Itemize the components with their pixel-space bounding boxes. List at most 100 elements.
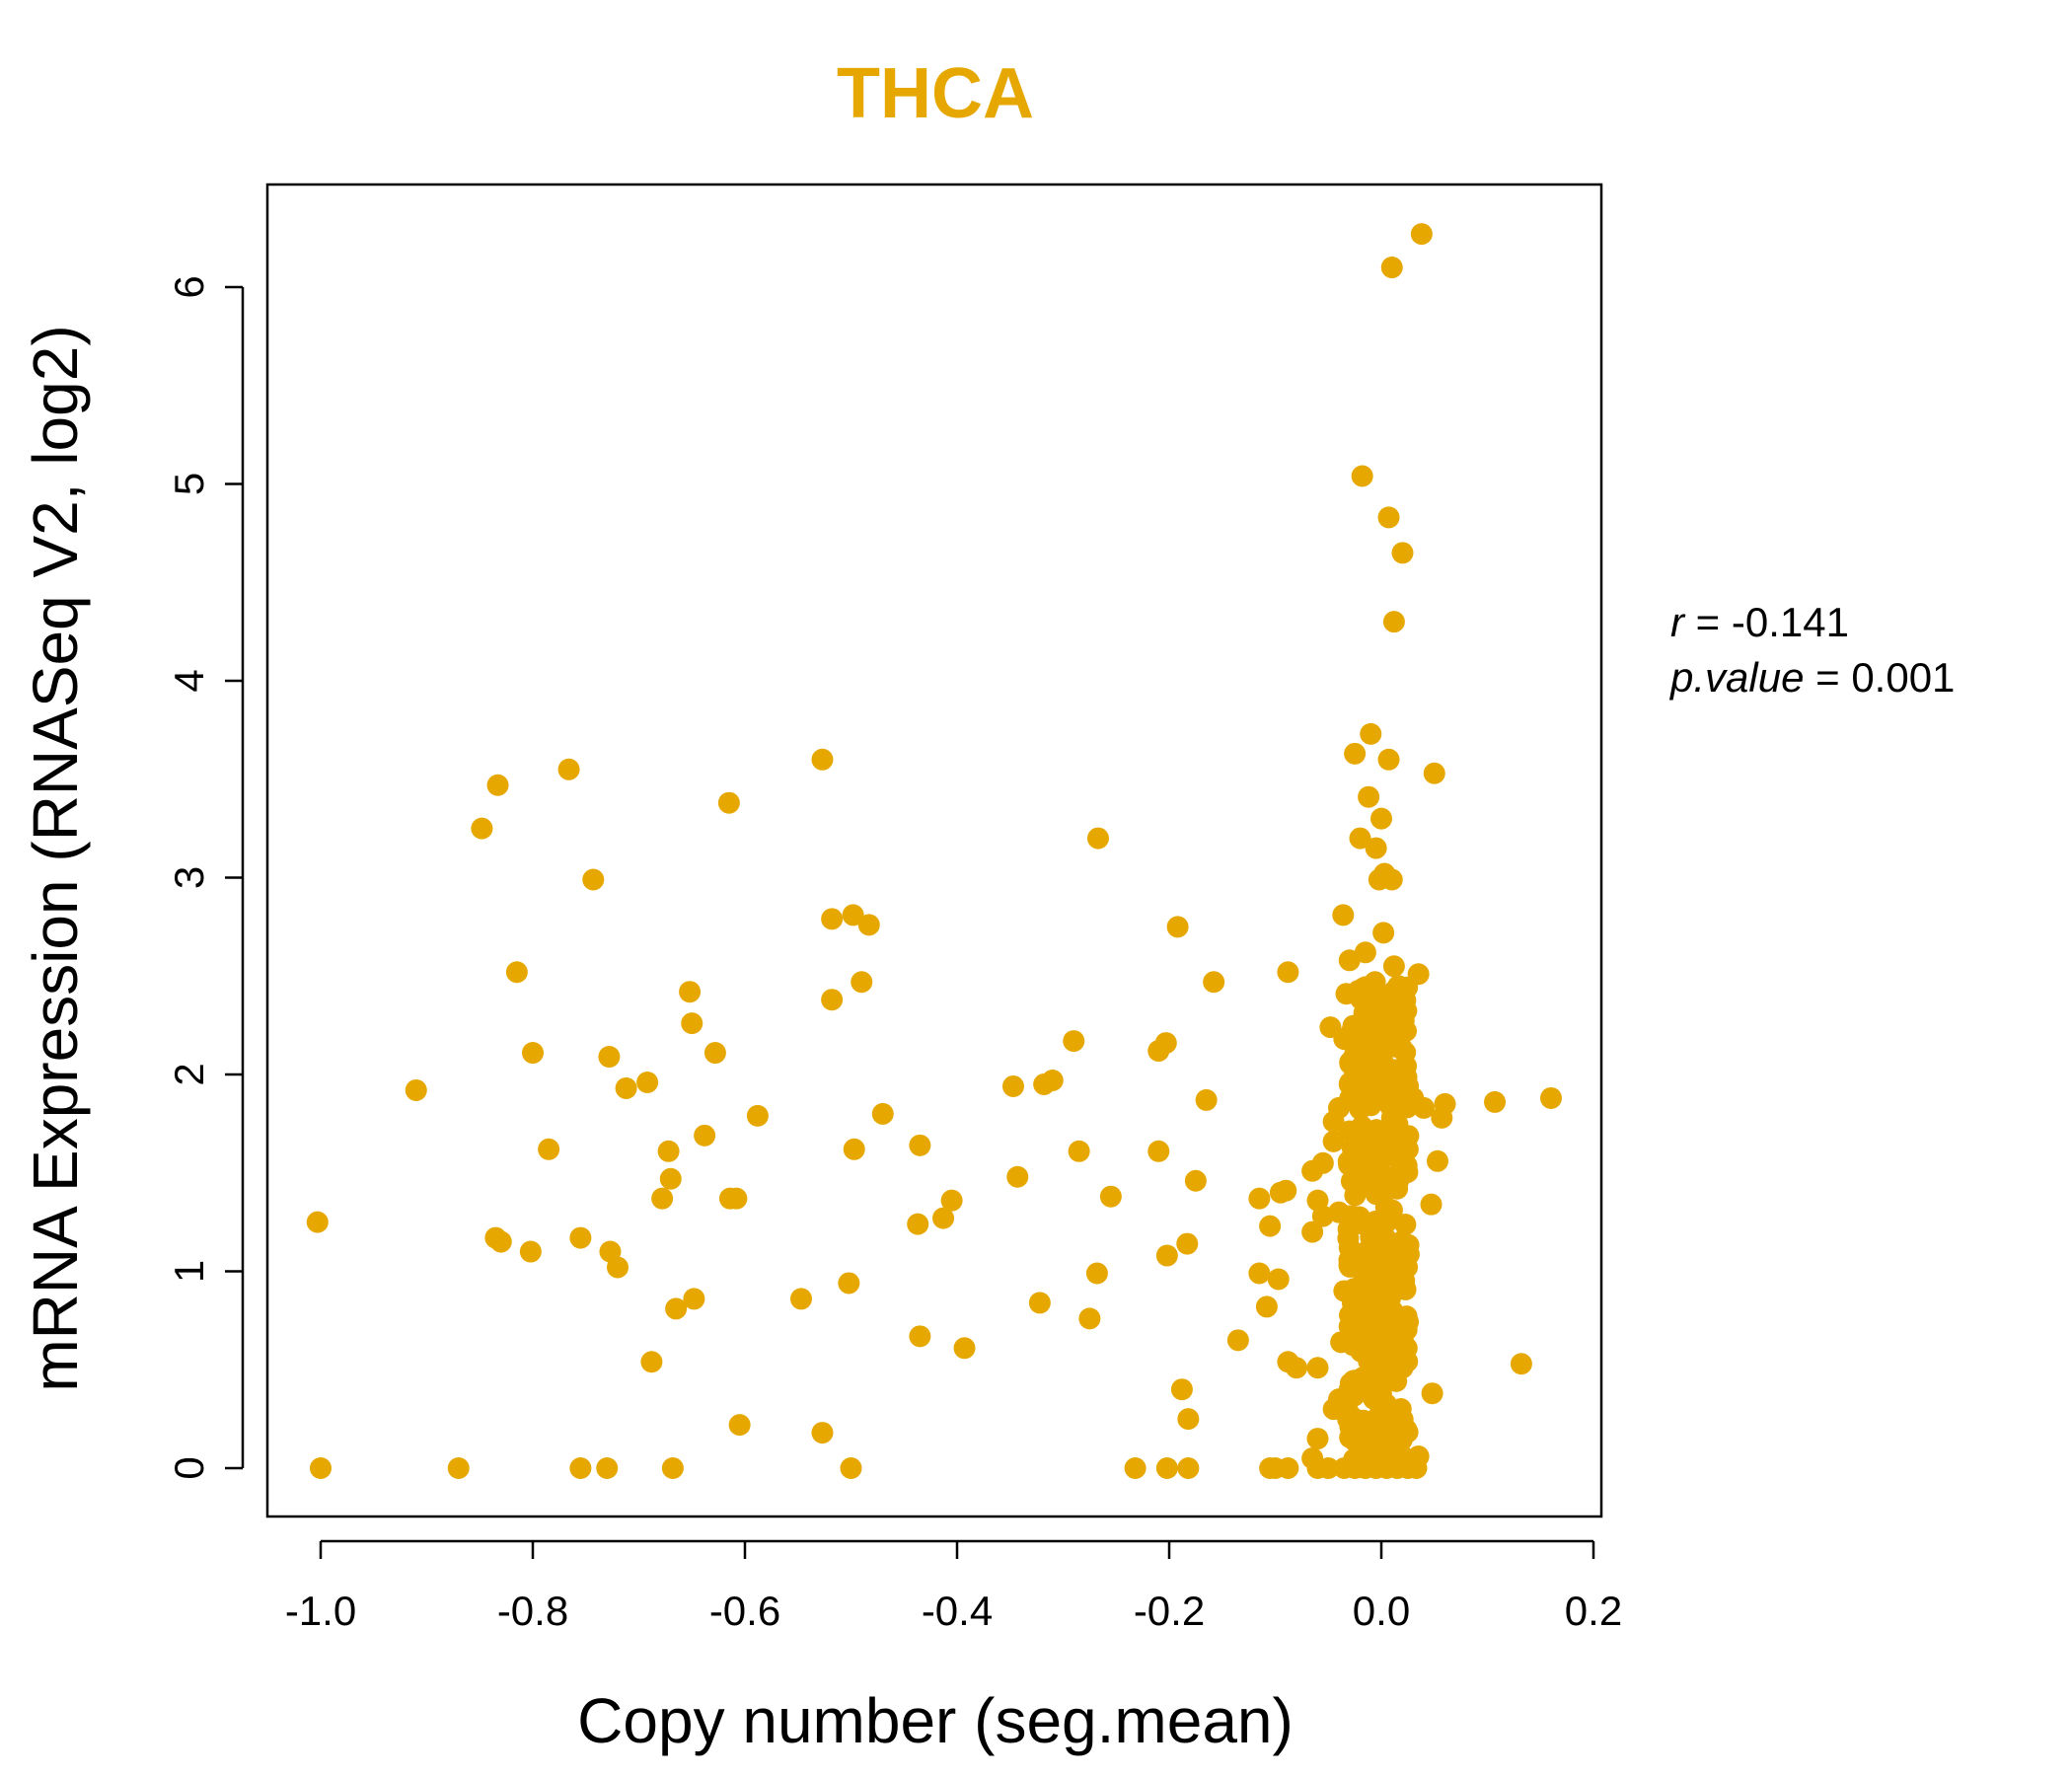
- y-axis: 0 1 2 3 4 5 6: [166, 275, 245, 1480]
- data-point: [1355, 976, 1377, 999]
- data-point: [909, 1325, 931, 1348]
- data-point: [489, 1230, 512, 1253]
- data-point: [596, 1457, 619, 1479]
- x-tick-label: 0.2: [1565, 1588, 1622, 1634]
- data-point: [1322, 1130, 1345, 1152]
- data-point: [1306, 1357, 1329, 1379]
- data-point: [1386, 1413, 1409, 1436]
- data-point: [557, 758, 580, 780]
- data-point: [940, 1189, 963, 1212]
- data-point: [1078, 1307, 1101, 1330]
- data-point: [1380, 1315, 1403, 1338]
- data-point: [1394, 1214, 1417, 1236]
- data-point: [1366, 1170, 1388, 1193]
- data-point: [569, 1226, 592, 1249]
- data-point: [1374, 1437, 1397, 1459]
- data-point: [840, 1457, 862, 1479]
- data-point: [1255, 1295, 1278, 1318]
- data-point: [871, 1102, 894, 1125]
- data-point: [1350, 1340, 1372, 1363]
- data-point: [1154, 1032, 1177, 1055]
- data-point: [1338, 949, 1361, 972]
- data-point: [1382, 980, 1405, 1002]
- data-point: [1351, 1305, 1373, 1328]
- data-point: [1369, 1051, 1392, 1073]
- data-point: [953, 1337, 976, 1360]
- data-point: [598, 1046, 621, 1069]
- data-point: [857, 914, 880, 936]
- data-point: [1147, 1140, 1170, 1162]
- y-tick-label: 0: [166, 1456, 212, 1479]
- x-axis-label: Copy number (seg.mean): [577, 1685, 1294, 1756]
- data-point: [1337, 1150, 1360, 1173]
- plot-frame: [265, 183, 1603, 1518]
- y-tick-label: 3: [166, 866, 212, 889]
- data-point: [569, 1457, 592, 1479]
- data-point: [1358, 785, 1380, 808]
- data-point: [661, 1457, 684, 1479]
- data-point: [1301, 1159, 1324, 1182]
- x-tick-label: -0.8: [497, 1588, 568, 1634]
- data-point: [1366, 994, 1388, 1016]
- data-point: [1001, 1074, 1024, 1097]
- data-point: [821, 989, 844, 1011]
- data-point: [1410, 223, 1433, 246]
- data-point: [1392, 1330, 1415, 1353]
- data-point: [1397, 1125, 1420, 1147]
- data-point: [1176, 1232, 1199, 1255]
- data-point: [306, 1211, 329, 1233]
- data-point: [679, 981, 702, 1003]
- data-point: [811, 1422, 834, 1444]
- data-point: [1086, 827, 1109, 850]
- data-point: [1155, 1457, 1178, 1479]
- y-tick-label: 5: [166, 473, 212, 495]
- data-point: [1371, 1283, 1394, 1305]
- data-point: [932, 1207, 955, 1229]
- x-axis: -1.0 -0.8 -0.6 -0.4 -0.2 0.0 0.2: [285, 1539, 1622, 1634]
- data-point: [683, 1288, 705, 1310]
- data-point: [538, 1138, 560, 1160]
- data-point: [1277, 961, 1299, 984]
- data-point: [1397, 1074, 1420, 1097]
- data-point: [1028, 1292, 1051, 1314]
- data-point: [1170, 1378, 1193, 1401]
- data-point: [665, 1297, 688, 1320]
- data-point: [1351, 1249, 1373, 1272]
- data-point: [1355, 1020, 1377, 1043]
- data-point: [1339, 1087, 1362, 1110]
- data-point: [1203, 971, 1225, 994]
- data-point: [1395, 1055, 1418, 1077]
- data-point: [1380, 1356, 1403, 1378]
- data-points: [306, 223, 1562, 1479]
- data-point: [1337, 1227, 1360, 1250]
- data-point: [522, 1042, 544, 1065]
- data-point: [1426, 1149, 1448, 1172]
- data-point: [1342, 1451, 1365, 1474]
- data-point: [1510, 1353, 1532, 1375]
- data-point: [659, 1167, 682, 1190]
- data-point: [1377, 506, 1400, 529]
- data-point: [703, 1042, 726, 1065]
- data-point: [447, 1457, 470, 1479]
- data-point: [1348, 1206, 1370, 1228]
- data-point: [1195, 1088, 1218, 1111]
- data-point: [1382, 611, 1405, 633]
- data-point: [1269, 1181, 1292, 1204]
- data-point: [1317, 1457, 1340, 1479]
- data-point: [1301, 1221, 1324, 1243]
- data-point: [1155, 1244, 1178, 1267]
- data-point: [1177, 1408, 1200, 1431]
- data-point: [1380, 1199, 1403, 1221]
- x-tick-label: 0.0: [1353, 1588, 1410, 1634]
- data-point: [1365, 837, 1387, 859]
- data-point: [1379, 1077, 1402, 1100]
- data-point: [1267, 1268, 1290, 1291]
- data-point: [1397, 1310, 1420, 1333]
- data-point: [640, 1351, 663, 1373]
- data-point: [405, 1078, 427, 1101]
- chart-title: THCA: [837, 54, 1034, 133]
- y-axis-label: mRNA Expression (RNASeq V2, log2): [20, 325, 91, 1391]
- data-point: [838, 1272, 860, 1295]
- r-statistic: r = -0.141: [1670, 599, 1849, 645]
- data-point: [505, 961, 528, 984]
